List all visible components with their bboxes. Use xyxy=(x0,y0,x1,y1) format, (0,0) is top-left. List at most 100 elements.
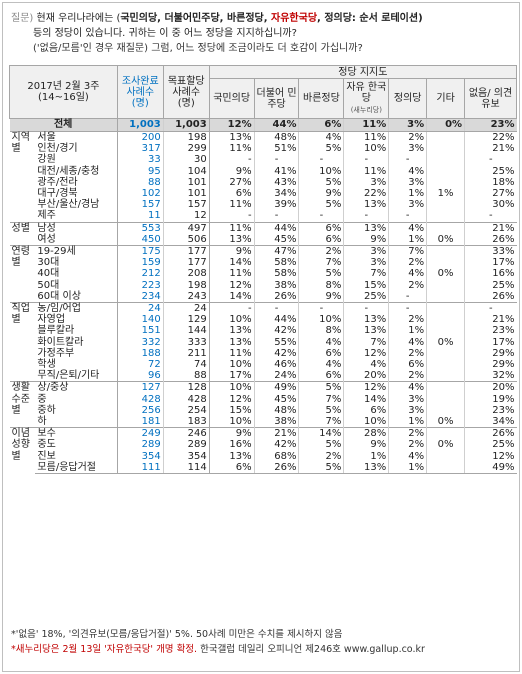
table-row: 50대 223 198 12% 38% 8% 15% 2% 25% xyxy=(10,279,517,291)
row-val xyxy=(426,210,465,223)
row-val: 68% xyxy=(253,450,299,462)
row-val xyxy=(426,381,465,394)
row-w: 24 xyxy=(162,302,210,315)
row-label: 블루칼라 xyxy=(37,325,75,337)
row-val: 15% xyxy=(343,279,389,291)
row-w: 129 xyxy=(162,314,210,326)
row-val: 46% xyxy=(253,359,299,371)
row-val: 6% xyxy=(298,233,344,246)
row-label: 보수 xyxy=(35,427,118,440)
total-val: 23% xyxy=(464,118,517,132)
row-val: 3% xyxy=(388,393,427,405)
row-n: 111 xyxy=(116,461,164,475)
table-row: 광주/전라 88 101 27% 43% 5% 3% 3% 18% xyxy=(10,176,517,189)
row-label: 무직/은퇴/기타 xyxy=(37,370,100,382)
row-label: 대전/세종/충청 xyxy=(37,165,100,177)
row-val: 23% xyxy=(464,404,517,417)
row-val: 3% xyxy=(388,404,427,417)
row-val: 25% xyxy=(464,439,517,451)
header-party: 더불어 민주당 xyxy=(253,78,300,119)
group-label: 이념 성향별 xyxy=(9,427,36,474)
row-val: - xyxy=(388,302,427,315)
header-period: 2017년 2월 3주 (14~16일) xyxy=(9,65,118,119)
table-row: 가정주부 188 211 11% 42% 6% 12% 2% 29% xyxy=(10,347,517,360)
question-line1-tail: : 순서 로테이션) xyxy=(351,13,423,24)
row-val: 16% xyxy=(464,268,517,280)
row-val: 10% xyxy=(208,381,255,394)
row-val: 42% xyxy=(253,347,299,360)
question-label: 질문) xyxy=(11,13,34,24)
row-val xyxy=(426,404,465,417)
row-val: 3% xyxy=(343,245,389,258)
row-val: 3% xyxy=(343,176,389,189)
row-val: 1% xyxy=(426,188,465,200)
row-val: 25% xyxy=(464,279,517,291)
row-label: 광주/전라 xyxy=(37,176,78,188)
row-val: 41% xyxy=(253,165,299,177)
footnote-2-red: *새누리당은 2월 13일 '자유한국당' 개명 확정. xyxy=(11,644,198,655)
row-val: 11% xyxy=(208,199,255,211)
row-label: 하 xyxy=(37,416,47,428)
survey-table: 2017년 2월 3주 (14~16일) 조사완료 사례수 (명) 목표할당 사례… xyxy=(9,65,518,475)
row-label: 40대 xyxy=(37,268,60,280)
row-n: 72 xyxy=(116,359,164,371)
row-val xyxy=(426,393,465,405)
row-val: 24% xyxy=(253,370,299,382)
row-w: 101 xyxy=(162,176,210,189)
row-val: 39% xyxy=(253,199,299,211)
table-row: 대구/경북 102 101 6% 34% 9% 22% 1% 1% 27% xyxy=(10,188,517,200)
footnote-2: *새누리당은 2월 13일 '자유한국당' 개명 확정. 한국갤럽 데일리 오피… xyxy=(11,642,516,657)
footnote-1: *'없음' 18%, '의견유보(모름/응답거절)' 5%. 50사례 미만은 … xyxy=(11,629,343,640)
row-val: 2% xyxy=(388,279,427,291)
row-val: 21% xyxy=(253,427,299,440)
row-label: 60대 이상 xyxy=(37,290,81,302)
header-complete-n: 조사완료 사례수 (명) xyxy=(116,65,164,119)
row-n: 95 xyxy=(116,165,164,177)
row-val: 9% xyxy=(208,245,255,258)
row-n: 11 xyxy=(116,210,164,223)
row-val xyxy=(426,154,465,166)
row-val: 2% xyxy=(388,427,427,440)
row-val: 6% xyxy=(298,370,344,382)
row-val: 8% xyxy=(298,279,344,291)
row-n: 249 xyxy=(116,427,164,440)
row-w: 128 xyxy=(162,381,210,394)
table-row: 부산/울산/경남 157 157 11% 39% 5% 13% 3% 30% xyxy=(10,199,517,211)
row-val: 9% xyxy=(343,233,389,246)
row-val: 49% xyxy=(464,461,517,475)
row-label: 자영업 xyxy=(37,314,66,326)
row-label: 가정주부 xyxy=(37,347,75,359)
row-val: 7% xyxy=(298,393,344,405)
row-val: 2% xyxy=(298,245,344,258)
row-val: 58% xyxy=(253,268,299,280)
row-val: 5% xyxy=(298,404,344,417)
row-n: 212 xyxy=(116,268,164,280)
row-label: 학생 xyxy=(37,359,56,371)
row-val: 17% xyxy=(464,257,517,269)
table-row: 화이트칼라 332 333 13% 55% 4% 7% 4% 0% 17% xyxy=(10,336,517,348)
row-n: 88 xyxy=(116,176,164,189)
row-val: 1% xyxy=(388,233,427,246)
row-val: 30% xyxy=(464,199,517,211)
group-label: 지역별 xyxy=(9,131,36,223)
row-val: 38% xyxy=(253,416,299,428)
row-n: 450 xyxy=(116,233,164,246)
row-val: 1% xyxy=(388,188,427,200)
table-row: 60대 이상 234 243 14% 26% 9% 25% -26% xyxy=(10,290,517,303)
footnote-2-rest: 한국갤럽 데일리 오피니언 제246호 www.gallup.co.kr xyxy=(197,644,425,655)
row-val: 11% xyxy=(343,165,389,177)
question-line2: 등의 정당이 있습니다. 귀하는 이 중 어느 정당을 지지하십니까? xyxy=(33,28,297,39)
row-val: 16% xyxy=(208,439,255,451)
row-val: 11% xyxy=(208,221,255,234)
row-val: 4% xyxy=(298,359,344,371)
row-val: 55% xyxy=(253,336,299,348)
header-party: 국민의당 xyxy=(208,78,255,119)
table-row: 생활 수준별 상/중상 127 128 10% 49% 5% 12% 4% 20% xyxy=(9,381,517,428)
row-val: 6% xyxy=(298,347,344,360)
row-val xyxy=(426,290,465,303)
row-n: 33 xyxy=(116,154,164,166)
row-val: 32% xyxy=(464,370,517,382)
row-val: 26% xyxy=(464,233,517,246)
table-row: 인천/경기 317 299 11% 51% 5% 10% 3% 21% xyxy=(10,143,517,155)
row-val: 6% xyxy=(208,188,255,200)
